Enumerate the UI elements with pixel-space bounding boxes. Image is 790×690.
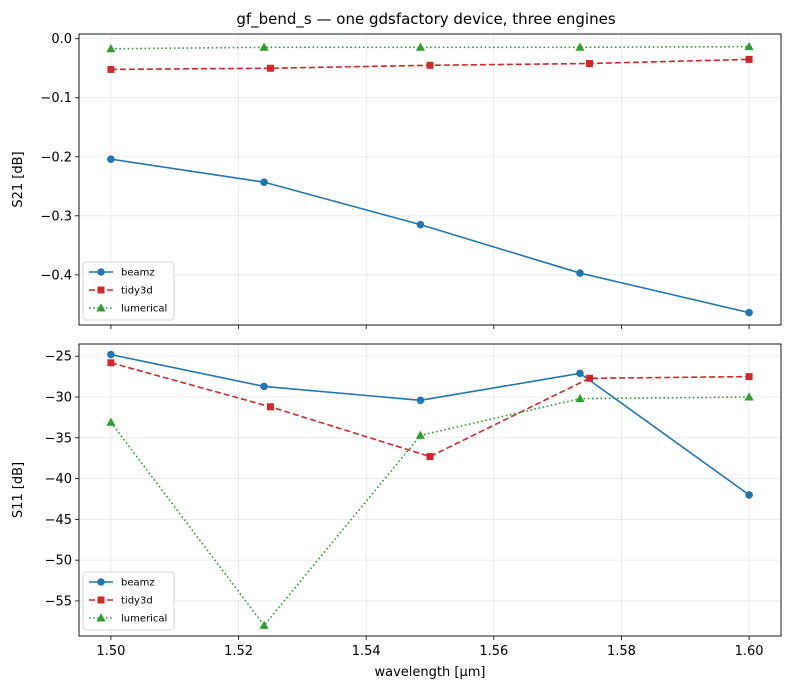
legend-marker-beamz: [97, 268, 105, 276]
legend-marker-lumerical: [96, 303, 106, 312]
series-line-lumerical: [110, 396, 750, 627]
data-point-tidy3d: [586, 374, 594, 382]
series-line-beamz: [110, 353, 750, 496]
legend-box: [82, 571, 175, 631]
data-point-tidy3d: [426, 61, 434, 69]
x-tick-label: 1.56: [479, 644, 508, 659]
y-axis-label: S11 [dB]: [11, 462, 26, 518]
legend-label-tidy3d: tidy3d: [121, 286, 153, 297]
data-point-lumerical: [744, 41, 754, 51]
y-tick-label: −35: [45, 431, 72, 446]
s21-panel: 0.0 −0.1 −0.2 −0.3 −0.4 S21 [dB] beamz tidy3d lu…: [11, 32, 782, 329]
legend-marker-tidy3d: [97, 286, 105, 294]
legend-label-beamz: beamz: [121, 578, 155, 589]
data-point-tidy3d: [586, 60, 594, 68]
legend-marker-beamz: [97, 578, 105, 586]
data-point-beamz: [107, 155, 115, 163]
legend-marker-tidy3d: [97, 596, 105, 604]
y-tick-label: −50: [45, 554, 72, 569]
data-point-beamz: [107, 350, 115, 359]
series-line-tidy3d: [110, 361, 750, 458]
y-tick-label: −55: [45, 594, 72, 609]
s11-panel: 1.50 1.52 1.54 1.56 1.58 1.60 −25 −30 −35 −40 −45 −…: [11, 343, 782, 680]
data-point-beamz: [576, 369, 584, 378]
y-tick-label: −0.4: [40, 268, 72, 283]
data-point-tidy3d: [426, 453, 434, 461]
series-line-beamz: [110, 158, 750, 314]
x-axis-label: wavelength [μm]: [375, 665, 486, 680]
data-point-lumerical: [259, 42, 269, 51]
data-point-beamz: [416, 396, 425, 405]
data-point-lumerical: [415, 430, 425, 439]
legend-box: [82, 261, 175, 321]
data-point-lumerical: [259, 620, 269, 629]
legend-label-tidy3d: tidy3d: [121, 596, 153, 607]
data-point-tidy3d: [107, 359, 115, 367]
legend-label-lumerical: lumerical: [121, 614, 167, 625]
data-point-lumerical: [575, 42, 585, 51]
x-tick-label: 1.50: [96, 644, 125, 659]
y-tick-label: −25: [45, 350, 72, 365]
plot-frame: [78, 33, 782, 326]
y-tick-label: −0.2: [40, 150, 72, 165]
data-point-lumerical: [106, 417, 116, 426]
data-point-beamz: [576, 269, 584, 277]
data-point-lumerical: [575, 393, 585, 403]
y-tick-label: −40: [45, 472, 72, 487]
x-tick-label: 1.58: [607, 644, 636, 659]
y-tick-label: −45: [45, 513, 72, 528]
data-point-lumerical: [744, 392, 754, 401]
data-point-tidy3d: [745, 373, 753, 381]
data-point-tidy3d: [745, 55, 753, 63]
data-point-lumerical: [415, 42, 425, 51]
data-point-beamz: [745, 491, 753, 499]
y-tick-label: −0.1: [40, 91, 72, 106]
x-tick-label: 1.54: [352, 644, 381, 659]
chart-title: gf_bend_s — one gdsfactory device, three…: [236, 10, 615, 29]
x-tick-label: 1.60: [735, 644, 764, 659]
y-tick-label: −30: [45, 391, 72, 406]
y-axis-label: S21 [dB]: [11, 151, 26, 207]
chart-title-group: gf_bend_s — one gdsfactory device, three…: [236, 10, 615, 29]
data-point-lumerical: [106, 44, 116, 53]
data-point-tidy3d: [266, 403, 274, 411]
plot-frame: [78, 343, 782, 637]
legend-label-beamz: beamz: [121, 268, 155, 279]
legend-marker-lumerical: [96, 613, 106, 622]
data-point-tidy3d: [107, 65, 115, 73]
y-tick-label: 0.0: [51, 32, 72, 47]
data-point-beamz: [260, 382, 268, 391]
x-tick-label: 1.52: [224, 644, 253, 659]
data-point-beamz: [416, 220, 425, 229]
data-point-beamz: [260, 178, 268, 186]
y-tick-label: −0.3: [40, 209, 72, 224]
legend-label-lumerical: lumerical: [121, 304, 167, 315]
series-line-lumerical: [110, 45, 750, 50]
data-point-beamz: [745, 308, 753, 317]
data-point-tidy3d: [266, 64, 274, 72]
